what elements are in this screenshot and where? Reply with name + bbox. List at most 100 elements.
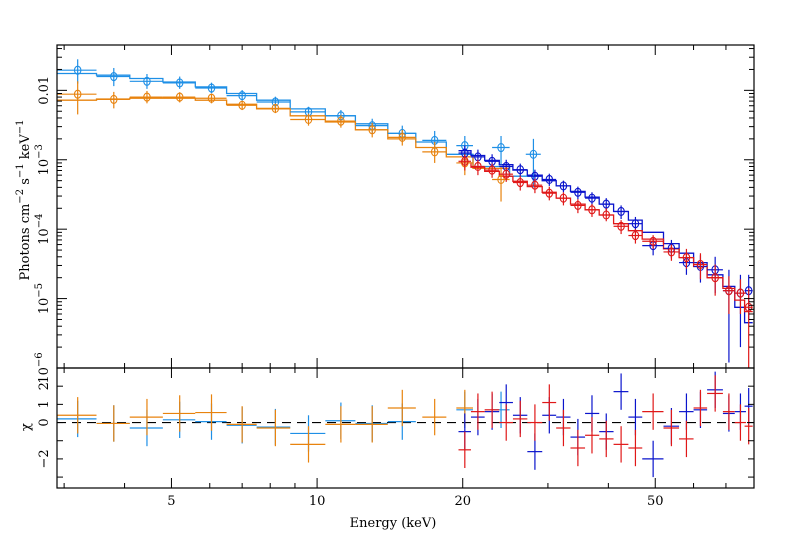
- point-marker: [602, 199, 611, 209]
- data-point-s3-12: [613, 205, 629, 220]
- point-marker: [516, 165, 525, 175]
- point-marker: [143, 92, 151, 102]
- point-marker: [667, 247, 676, 257]
- data-point-s4-5: [512, 175, 528, 191]
- y-tick-label: 0.01: [37, 76, 52, 105]
- residual-y-tick-label: 0: [37, 418, 52, 426]
- residual-point-s4-17: [693, 389, 708, 427]
- y-tick-label-exponent: −5: [34, 283, 45, 298]
- data-point-s2-8: [290, 113, 326, 126]
- data-point-s1-14: [492, 135, 510, 165]
- point-marker: [238, 91, 246, 101]
- y-tick-label-exponent: −3: [34, 144, 45, 159]
- point-marker: [696, 259, 705, 270]
- residual-point-s4-5: [512, 400, 528, 438]
- residual-point-s4-10: [585, 417, 600, 454]
- x-axis-title: Energy (keV): [350, 516, 437, 531]
- data-point-s4-1: [458, 154, 471, 171]
- data-point-s4-7: [542, 186, 557, 201]
- x-tick-label: 20: [454, 494, 471, 509]
- residual-point-s3-14: [642, 440, 664, 478]
- residual-point-s2-2: [96, 405, 130, 442]
- point-marker: [207, 83, 216, 93]
- point-marker: [488, 165, 496, 175]
- data-point-s4-16: [679, 248, 694, 269]
- model-step-line-1: [57, 72, 541, 177]
- point-marker: [271, 103, 280, 113]
- point-marker: [175, 92, 184, 102]
- residual-point-s2-9: [325, 406, 356, 443]
- residual-point-s2-5: [195, 394, 227, 431]
- data-point-s1-1: [57, 59, 97, 84]
- y-tick-label-exponent: −6: [34, 352, 45, 367]
- residual-point-s4-20: [734, 404, 746, 441]
- residual-point-s4-2: [470, 393, 485, 430]
- point-marker: [207, 93, 216, 103]
- data-point-s3-11: [599, 198, 614, 212]
- point-marker: [559, 193, 568, 203]
- data-point-s1-3: [129, 73, 163, 89]
- residual-point-s2-8: [290, 426, 326, 463]
- residual-point-s3-13: [628, 398, 643, 436]
- point-marker: [588, 193, 596, 203]
- data-point-s4-17: [693, 253, 708, 280]
- point-marker: [73, 65, 82, 75]
- point-marker: [304, 114, 313, 125]
- residual-point-s4-19: [722, 393, 735, 430]
- point-marker: [588, 205, 596, 215]
- point-marker: [574, 187, 582, 197]
- residual-point-s2-10: [355, 406, 388, 443]
- y-axis-title-spectrum: Photons cm−2 s−1 keV−1: [15, 120, 33, 281]
- point-marker: [497, 142, 505, 153]
- point-marker: [545, 174, 554, 185]
- residual-y-tick-label: 2: [37, 382, 52, 390]
- point-marker: [617, 221, 625, 231]
- data-point-s3-8: [556, 180, 571, 193]
- data-point-s4-21: [744, 288, 753, 368]
- y-tick-label-base: 10: [37, 228, 52, 245]
- residual-frame: [56, 367, 755, 489]
- data-point-s2-1: [57, 81, 97, 115]
- residual-point-s4-8: [556, 409, 571, 447]
- y-tick-label: 10−5: [34, 283, 52, 314]
- model-step-line-2: [57, 97, 510, 170]
- data-point-s4-14: [642, 235, 664, 249]
- point-marker: [502, 169, 510, 179]
- x-tick-label: 10: [309, 494, 326, 509]
- residual-point-s4-9: [570, 429, 586, 467]
- residual-point-s4-12: [613, 426, 629, 463]
- point-marker: [516, 177, 525, 188]
- point-marker: [711, 273, 719, 283]
- point-marker: [398, 132, 407, 142]
- data-point-s2-6: [226, 100, 257, 111]
- data-point-s1-4: [162, 76, 196, 89]
- data-point-s2-12: [422, 142, 447, 163]
- point-marker: [736, 288, 745, 298]
- residual-point-s4-16: [679, 420, 694, 458]
- point-marker: [461, 156, 469, 166]
- data-point-s2-4: [162, 92, 196, 103]
- data-point-s2-2: [96, 91, 130, 109]
- residual-point-s2-12: [422, 398, 447, 436]
- residual-point-s4-4: [499, 404, 513, 441]
- data-point-s4-3: [484, 163, 500, 178]
- residual-point-s4-6: [527, 404, 543, 441]
- data-point-s2-7: [256, 103, 291, 114]
- point-marker: [337, 116, 345, 126]
- residual-y-tick-label: 1: [37, 400, 52, 408]
- data-point-s3-7: [542, 173, 557, 186]
- point-marker: [73, 89, 82, 99]
- data-point-s3-9: [570, 186, 586, 200]
- residual-point-s4-18: [707, 375, 723, 412]
- point-marker: [631, 219, 640, 229]
- residual-point-s3-12: [613, 373, 629, 410]
- data-point-s4-4: [499, 167, 513, 182]
- data-point-s2-10: [355, 122, 388, 138]
- point-marker: [497, 174, 505, 185]
- y-tick-label-base: 0.01: [37, 76, 52, 105]
- data-point-s4-15: [663, 244, 680, 261]
- data-point-s4-9: [570, 199, 586, 214]
- point-marker: [430, 147, 439, 157]
- residual-point-s4-21: [744, 408, 753, 445]
- data-point-s4-11: [599, 208, 614, 222]
